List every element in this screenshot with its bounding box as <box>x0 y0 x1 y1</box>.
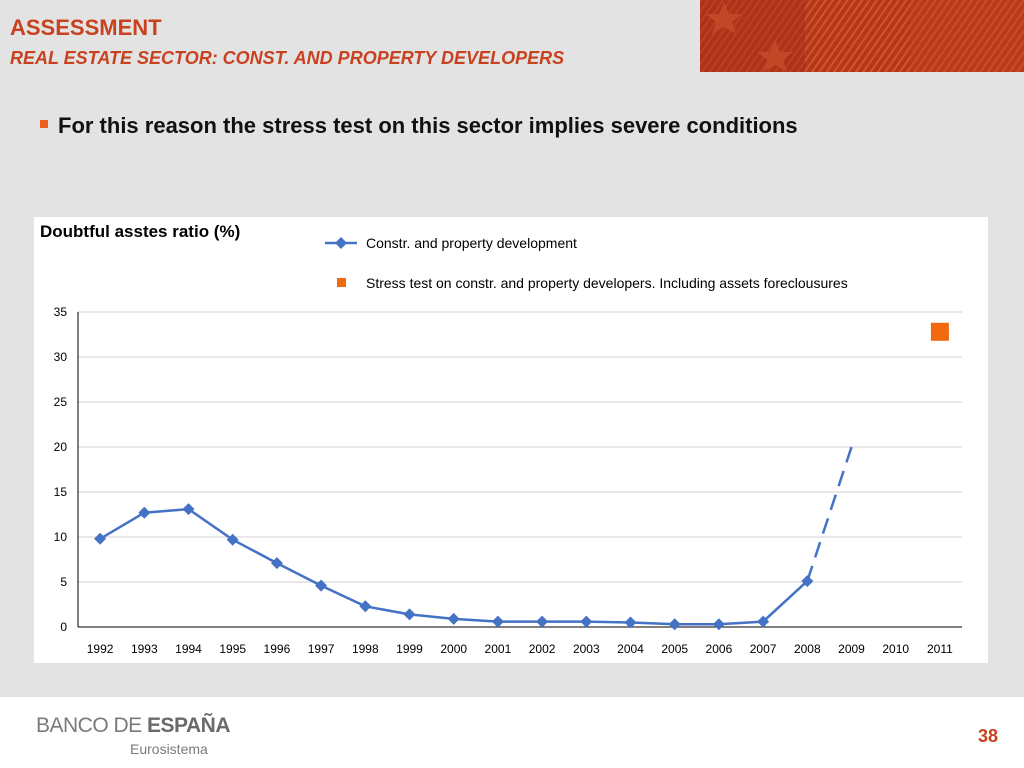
series-point <box>94 532 107 545</box>
series-point <box>315 579 328 592</box>
x-tick-label: 1993 <box>131 642 158 656</box>
brand-subtitle: Eurosistema <box>130 741 208 757</box>
x-tick-label: 1998 <box>352 642 379 656</box>
flag-banner-image <box>700 0 1024 72</box>
brand-logo-text: BANCO DE ESPAÑA <box>36 714 230 737</box>
page-number: 38 <box>977 726 998 746</box>
x-tick-label: 1996 <box>264 642 291 656</box>
series-point <box>668 618 681 631</box>
chart-title: Doubtful asstes ratio (%) <box>40 222 241 241</box>
x-tick-label: 2010 <box>882 642 909 656</box>
series-point <box>536 615 549 628</box>
legend-label-series-2: Stress test on constr. and property deve… <box>366 275 848 291</box>
series-point <box>138 506 151 519</box>
x-tick-label: 2003 <box>573 642 600 656</box>
x-tick-label: 2009 <box>838 642 865 656</box>
x-tick-label: 2011 <box>927 642 953 656</box>
header-title: ASSESSMENT <box>10 15 162 40</box>
series-point <box>491 615 504 628</box>
series-point <box>359 600 372 613</box>
series-point <box>580 615 593 628</box>
x-tick-label: 2002 <box>529 642 556 656</box>
series-point <box>757 615 770 628</box>
bullet-square-icon <box>40 120 48 129</box>
x-tick-label: 1997 <box>308 642 335 656</box>
x-tick-label: 2005 <box>661 642 688 656</box>
projection-dashed-line <box>806 446 853 582</box>
series-line-constr-property <box>99 507 809 626</box>
legend-square-marker <box>337 278 346 287</box>
y-tick-label: 30 <box>54 350 68 364</box>
y-tick-label: 5 <box>60 575 67 589</box>
y-tick-label: 25 <box>54 395 68 409</box>
series-point <box>182 503 195 516</box>
y-tick-label: 15 <box>54 485 68 499</box>
y-tick-label: 10 <box>54 530 68 544</box>
series-point <box>624 616 637 629</box>
x-tick-label: 1999 <box>396 642 423 656</box>
x-tick-label: 1995 <box>219 642 246 656</box>
x-tick-label: 2001 <box>485 642 512 656</box>
x-tick-label: 2000 <box>440 642 467 656</box>
y-tick-label: 35 <box>54 305 68 319</box>
chart-legend <box>325 237 357 287</box>
x-tick-label: 2008 <box>794 642 821 656</box>
legend-diamond-marker <box>335 237 347 249</box>
header-subtitle: REAL ESTATE SECTOR: CONST. AND PROPERTY … <box>10 48 565 68</box>
series-point <box>226 533 239 546</box>
series-point <box>447 612 460 625</box>
footer <box>0 697 1024 768</box>
x-tick-label: 2004 <box>617 642 644 656</box>
series-point <box>403 608 416 621</box>
legend-label-series-1: Constr. and property development <box>366 235 577 251</box>
y-tick-label: 20 <box>54 440 68 454</box>
chart-panel <box>34 217 988 663</box>
line-chart: 0 5 10 15 20 25 30 35 1992 1993 1994 1995 1996 1997 19… <box>54 305 962 656</box>
x-tick-label: 2007 <box>750 642 777 656</box>
x-tick-label: 2006 <box>706 642 733 656</box>
y-tick-label: 0 <box>60 620 67 634</box>
series-point <box>712 618 725 631</box>
series-point <box>270 557 283 570</box>
bullet-point: For this reason the stress test on this … <box>40 113 798 139</box>
bullet-text: For this reason the stress test on this … <box>58 113 798 138</box>
x-tick-label: 1992 <box>87 642 114 656</box>
x-tick-label: 1994 <box>175 642 202 656</box>
stress-test-marker <box>930 322 949 341</box>
